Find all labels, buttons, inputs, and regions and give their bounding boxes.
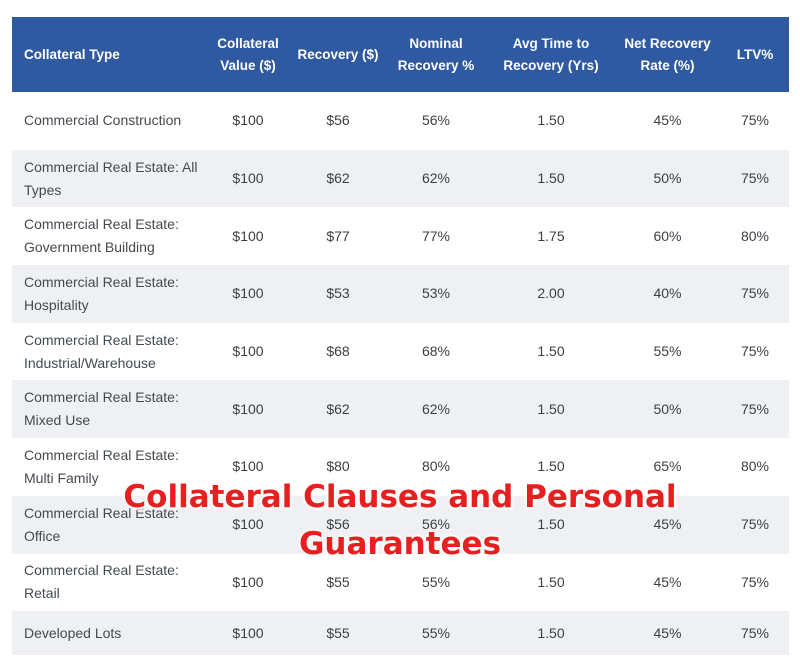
cell-nominal-recovery: 56% (421, 112, 451, 129)
table-row: Commercial Real Estate: Industrial/Wareh… (12, 322, 789, 381)
cell-recovery: $77 (326, 227, 350, 244)
cell-avg-time: 1.50 (537, 170, 565, 187)
cell-nominal-recovery: 56% (421, 516, 451, 533)
cell-collateral-value: $100 (232, 516, 264, 533)
cell-ltv: 75% (740, 400, 770, 417)
header-collateral-value: Collateral Value ($) (217, 35, 279, 73)
table-header: Collateral Type Collateral Value ($) Rec… (12, 17, 789, 92)
cell-avg-time: 1.50 (537, 112, 565, 129)
cell-collateral-value: $100 (232, 400, 264, 417)
table-row: Commercial Real Estate: Government Build… (12, 207, 789, 266)
table-row: Commercial Real Estate: Office $100 $56 … (12, 495, 789, 554)
cell-net-recovery-rate: 45% (653, 112, 682, 129)
cell-net-recovery-rate: 60% (653, 227, 682, 244)
cell-ltv: 80% (740, 227, 770, 244)
cell-collateral-value: $100 (232, 285, 264, 302)
cell-collateral-value: $100 (232, 343, 264, 360)
cell-collateral-type: Commercial Real Estate: Government Build… (24, 216, 179, 256)
cell-collateral-type: Commercial Real Estate: Office (24, 504, 179, 544)
cell-nominal-recovery: 55% (421, 624, 451, 641)
cell-collateral-type: Developed Lots (24, 624, 122, 641)
cell-nominal-recovery: 62% (421, 400, 451, 417)
cell-ltv: 75% (740, 285, 770, 302)
table-row: Commercial Real Estate: All Types $100 $… (12, 149, 789, 208)
cell-collateral-type: Commercial Real Estate: All Types (24, 158, 198, 198)
cell-recovery: $62 (326, 400, 350, 417)
cell-recovery: $55 (326, 624, 350, 641)
cell-avg-time: 1.50 (537, 343, 565, 360)
cell-nominal-recovery: 55% (421, 573, 451, 590)
cell-recovery: $56 (326, 112, 350, 129)
table-row: Commercial Real Estate: Retail $100 $55 … (12, 553, 789, 612)
cell-collateral-type: Commercial Real Estate: Hospitality (24, 273, 179, 313)
cell-recovery: $53 (326, 285, 350, 302)
cell-ltv: 80% (740, 458, 770, 475)
table-row: Commercial Construction $100 $56 56% 1.5… (12, 92, 789, 150)
header-net-recovery-rate: Net Recovery Rate (%) (624, 35, 711, 73)
cell-ltv: 75% (740, 343, 770, 360)
cell-avg-time: 1.50 (537, 624, 565, 641)
header-collateral-type: Collateral Type (24, 46, 120, 62)
cell-collateral-type: Commercial Real Estate: Mixed Use (24, 389, 179, 429)
cell-nominal-recovery: 53% (421, 285, 451, 302)
cell-nominal-recovery: 68% (421, 343, 451, 360)
cell-collateral-value: $100 (232, 227, 264, 244)
cell-avg-time: 2.00 (537, 285, 565, 302)
cell-net-recovery-rate: 45% (653, 516, 682, 533)
cell-recovery: $62 (326, 170, 350, 187)
cell-net-recovery-rate: 45% (653, 624, 682, 641)
header-nominal-recovery: Nominal Recovery % (397, 35, 475, 73)
header-row: Collateral Type Collateral Value ($) Rec… (12, 17, 789, 92)
cell-ltv: 75% (740, 112, 770, 129)
cell-avg-time: 1.50 (537, 458, 565, 475)
recovery-table-container: Collateral Type Collateral Value ($) Rec… (12, 17, 789, 656)
cell-net-recovery-rate: 65% (653, 458, 682, 475)
cell-collateral-type: Commercial Real Estate: Multi Family (24, 446, 179, 486)
table-row: Commercial Real Estate: Mixed Use $100 $… (12, 380, 789, 439)
table-row: Developed Lots $100 $55 55% 1.50 45% 75% (12, 611, 789, 656)
cell-collateral-type: Commercial Real Estate: Industrial/Wareh… (24, 331, 179, 371)
cell-avg-time: 1.50 (537, 516, 565, 533)
cell-ltv: 75% (740, 624, 770, 641)
table-body: Commercial Construction $100 $56 56% 1.5… (12, 92, 789, 656)
cell-recovery: $80 (326, 458, 350, 475)
cell-ltv: 75% (740, 516, 770, 533)
cell-collateral-value: $100 (232, 573, 264, 590)
cell-recovery: $68 (326, 343, 350, 360)
cell-collateral-value: $100 (232, 624, 264, 641)
cell-recovery: $56 (326, 516, 350, 533)
cell-avg-time: 1.50 (537, 400, 565, 417)
cell-ltv: 75% (740, 170, 770, 187)
cell-collateral-type: Commercial Construction (24, 112, 182, 129)
cell-collateral-value: $100 (232, 170, 264, 187)
cell-recovery: $55 (326, 573, 350, 590)
table-row: Commercial Real Estate: Hospitality $100… (12, 265, 789, 323)
cell-collateral-type: Commercial Real Estate: Retail (24, 562, 179, 602)
recovery-table: Collateral Type Collateral Value ($) Rec… (12, 17, 789, 656)
cell-collateral-value: $100 (232, 458, 264, 475)
cell-net-recovery-rate: 40% (653, 285, 682, 302)
cell-nominal-recovery: 62% (421, 170, 451, 187)
cell-collateral-value: $100 (232, 112, 264, 129)
cell-avg-time: 1.75 (537, 227, 565, 244)
cell-avg-time: 1.50 (537, 573, 565, 590)
header-ltv: LTV% (736, 46, 774, 62)
cell-ltv: 75% (740, 573, 770, 590)
cell-net-recovery-rate: 55% (653, 343, 682, 360)
cell-net-recovery-rate: 45% (653, 573, 682, 590)
cell-net-recovery-rate: 50% (653, 170, 682, 187)
table-row: Commercial Real Estate: Multi Family $10… (12, 438, 789, 496)
cell-nominal-recovery: 80% (421, 458, 451, 475)
cell-net-recovery-rate: 50% (653, 400, 682, 417)
cell-nominal-recovery: 77% (421, 227, 451, 244)
header-avg-time: Avg Time to Recovery (Yrs) (503, 35, 599, 73)
header-recovery: Recovery ($) (297, 46, 379, 62)
